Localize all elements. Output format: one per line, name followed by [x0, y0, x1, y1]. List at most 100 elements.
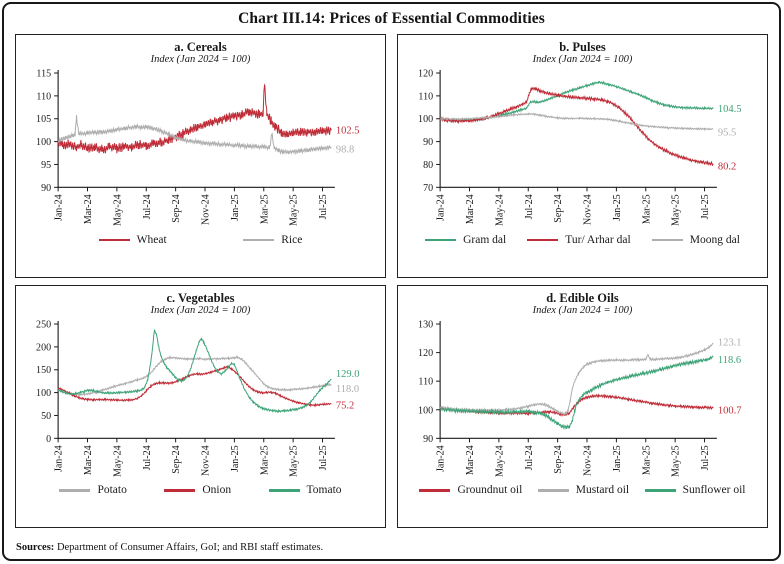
x-tick-label: May-25 [671, 195, 682, 227]
legend-item-gram-dal: Gram dal [425, 234, 506, 246]
pulses-chart: 70 80 90 100 110 120 Jan-24 Mar-24 May-24 Jul-24 S… [418, 69, 742, 227]
y-tick-label: 150 [36, 365, 51, 376]
x-tick-label: Jan-24 [54, 195, 65, 222]
x-tick-label: Sep-24 [171, 445, 182, 473]
legend-swatch [651, 238, 683, 242]
end-label-rice: 98.8 [336, 145, 354, 156]
legend-swatch [98, 238, 130, 242]
legend-swatch [419, 489, 451, 492]
series-line-onion [57, 364, 332, 408]
y-tick-label: 100 [418, 405, 433, 416]
panel-pulses-subtitle: Index (Jan 2024 = 100) [532, 54, 633, 66]
x-tick-label: Jul-24 [524, 445, 535, 470]
x-tick-label: Jul-25 [318, 445, 329, 470]
legend-label: Sunflower oil [682, 484, 746, 497]
page-title: Chart III.14: Prices of Essential Commod… [238, 10, 545, 27]
series-line-tomato [57, 328, 332, 414]
y-tick-label: 80 [423, 160, 433, 171]
series-line-potato [57, 355, 332, 397]
legend-swatch [644, 489, 676, 492]
y-tick-label: 120 [418, 348, 433, 359]
legend-item-tomato: Tomato [268, 484, 342, 496]
x-tick-label: May-24 [112, 445, 123, 477]
edible-oils-chart: 90 100 110 120 130 Jan-24 Mar-24 May-24 Jul-24 Se… [418, 319, 741, 477]
panel-vegetables-title: c. Vegetables [166, 290, 235, 305]
series-line-moong-dal [439, 112, 714, 132]
x-tick-label: Jul-24 [524, 195, 535, 220]
x-tick-label: Jan-25 [230, 445, 241, 472]
legend-label: Potato [97, 484, 127, 497]
y-tick-label: 70 [423, 183, 433, 194]
x-tick-label: Mar-25 [641, 445, 652, 475]
legend-label: Mustard oil [575, 484, 630, 497]
x-tick-label: Mar-25 [259, 445, 270, 475]
legend-swatch [537, 489, 569, 492]
end-label-gram-dal: 104.5 [718, 104, 742, 115]
sources-note: Sources: Department of Consumer Affairs,… [16, 542, 323, 553]
x-tick-label: Mar-24 [465, 445, 476, 475]
end-label-sunflower-oil: 118.6 [718, 355, 741, 366]
legend-label: Rice [281, 233, 303, 246]
legend-item-groundnut-oil: Groundnut oil [419, 484, 522, 496]
axes [439, 320, 717, 439]
legend-item-tur-arhar-dal: Tur/ Arhar dal [527, 234, 631, 246]
series-line-rice [57, 115, 332, 156]
vegetables-chart: 0 50 100 150 200 250 Jan-24 Mar-24 May-24 Jul-24 S… [36, 319, 360, 477]
end-label-tur-arhar-dal: 80.2 [718, 162, 736, 173]
panel-pulses: b. Pulses Index (Jan 2024 = 100) 70 80 90 1… [397, 34, 768, 278]
vegetables-legend: Potato Onion Tomato [16, 484, 385, 496]
x-tick-label: Sep-24 [553, 445, 564, 473]
x-tick-label: Mar-24 [83, 195, 94, 225]
end-label-potato: 118.0 [336, 384, 359, 395]
y-tick-label: 95 [41, 160, 51, 171]
y-tick-label: 200 [36, 342, 51, 353]
x-tick-label: Jul-24 [142, 195, 153, 220]
cereals-chart: 90 95 100 105 110 115 Jan-24 Mar-24 May-24 Jul-24… [36, 69, 359, 227]
panel-vegetables: c. Vegetables Index (Jan 2024 = 100) 0 50… [15, 284, 386, 528]
x-tick-label: Jan-24 [436, 445, 447, 472]
y-tick-label: 130 [418, 319, 433, 330]
x-tick-label: Jul-25 [700, 445, 711, 470]
sources-label: Sources: [16, 542, 55, 553]
x-tick-label: May-25 [289, 195, 300, 227]
x-tick-label: Jul-25 [700, 195, 711, 220]
panels-grid: a. Cereals Index (Jan 2024 = 100) 90 95 10… [15, 34, 768, 528]
legend-item-wheat: Wheat [98, 234, 167, 246]
legend-item-sunflower-oil: Sunflower oil [644, 484, 746, 497]
x-tick-label: Nov-24 [583, 445, 594, 476]
y-tick-label: 100 [36, 138, 51, 149]
x-tick-label: May-24 [112, 195, 123, 227]
x-tick-label: May-24 [494, 195, 505, 227]
x-tick-label: Nov-24 [201, 445, 212, 476]
edible-oils-legend: Groundnut oil Mustard oil Sunflower oil [398, 484, 767, 496]
y-tick-label: 110 [418, 92, 433, 103]
panel-pulses-title: b. Pulses [559, 40, 606, 54]
y-tick-label: 50 [41, 411, 51, 422]
y-tick-label: 110 [36, 92, 51, 103]
x-tick-label: May-25 [289, 445, 300, 477]
x-tick-label: May-24 [494, 445, 505, 477]
series-line-gram-dal [439, 80, 714, 124]
legend-item-moong-dal: Moong dal [651, 234, 740, 246]
y-tick-label: 100 [418, 115, 433, 126]
series-line-tur-arhar-dal [439, 86, 714, 167]
legend-item-rice: Rice [243, 234, 302, 246]
legend-swatch [243, 238, 275, 242]
x-tick-label: Jan-25 [612, 195, 623, 222]
series-line-sunflower-oil [439, 355, 714, 430]
x-tick-label: Mar-25 [259, 195, 270, 225]
x-tick-label: Jan-25 [612, 445, 623, 472]
legend-item-mustard-oil: Mustard oil [537, 484, 630, 497]
x-tick-label: Jan-25 [230, 195, 241, 222]
y-tick-label: 0 [46, 434, 51, 445]
legend-item-potato: Potato [59, 484, 127, 497]
legend-swatch [527, 238, 559, 242]
sources-text: Department of Consumer Affairs, GoI; and… [54, 542, 324, 553]
y-tick-label: 105 [36, 115, 51, 126]
panel-cereals-title: a. Cereals [174, 40, 227, 54]
y-tick-label: 115 [36, 69, 51, 80]
end-label-tomato: 129.0 [336, 369, 360, 380]
legend-label: Groundnut oil [457, 484, 523, 497]
x-tick-label: Nov-24 [583, 195, 594, 226]
